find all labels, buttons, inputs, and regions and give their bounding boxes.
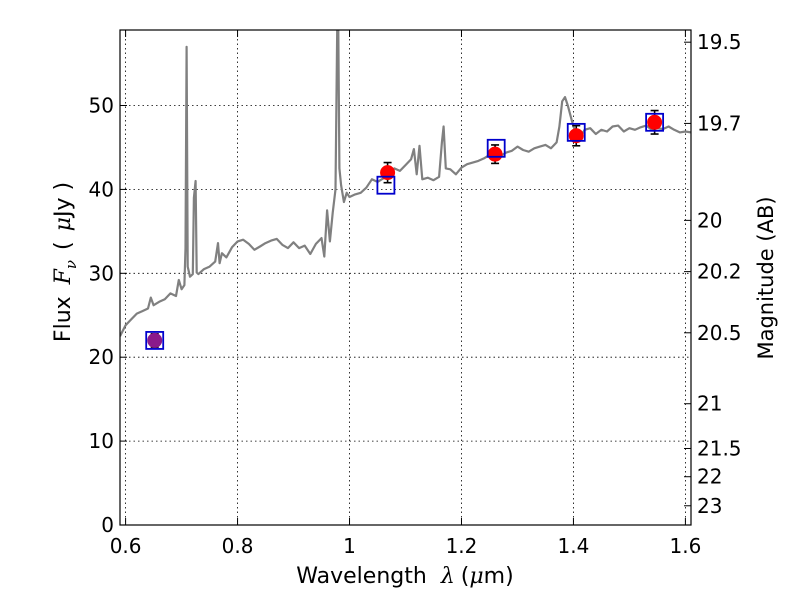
y-axis-label-unit-open: ( (51, 241, 76, 250)
y-axis-label: Flux Fν ( μJy ) (51, 182, 80, 342)
y-tick-label: 10 (89, 429, 114, 453)
y-axis-ticks: 0 10 20 30 40 50 (89, 94, 127, 537)
y2-tick-label: 21.5 (697, 436, 742, 460)
x-axis-ticks: 0.6 0.8 1 1.2 1.4 1.6 (110, 30, 701, 558)
x-axis-label-symbol: λ (440, 564, 455, 589)
y2-tick-label: 19.5 (697, 30, 742, 54)
y2-axis-label: Magnitude (AB) (754, 196, 778, 359)
model-point (645, 112, 665, 132)
y-axis-label-text: Flux (51, 296, 76, 342)
y-tick-label: 40 (89, 177, 114, 201)
plot-frame (119, 29, 692, 526)
y2-tick-label: 20 (697, 208, 722, 232)
y-tick-label: 0 (101, 513, 114, 537)
y2-tick-label: 21 (697, 392, 722, 416)
spectrum-line (120, 30, 691, 337)
model-point (566, 122, 586, 142)
model-points (145, 112, 665, 350)
observed-point (568, 128, 584, 144)
observed-point (487, 146, 503, 162)
y-axis-label-subscript: ν (62, 260, 80, 269)
y-tick-label: 30 (89, 261, 114, 285)
y2-tick-label: 20.5 (697, 321, 742, 345)
y-axis-label-unit-rest: Jy ) (51, 182, 76, 219)
x-axis-label-text: Wavelength (296, 564, 427, 589)
x-axis-label-unit-open: ( (461, 564, 470, 589)
y-tick-label: 50 (89, 94, 114, 118)
x-tick-label: 1.6 (669, 534, 701, 558)
x-tick-label: 0.6 (110, 534, 142, 558)
x-axis-label-unit-mu: μ (469, 564, 483, 589)
observed-point (380, 165, 396, 181)
model-point (376, 175, 396, 195)
y2-tick-label: 20.2 (697, 260, 742, 284)
y2-tick-label: 19.7 (697, 111, 742, 135)
x-tick-label: 1 (343, 534, 356, 558)
model-point (486, 138, 506, 158)
x-tick-label: 1.2 (446, 534, 478, 558)
observed-point (647, 114, 663, 130)
x-axis-label-unit-rest: m) (484, 564, 514, 589)
y-axis-label-symbol: F (51, 268, 76, 285)
observed-point (147, 332, 163, 348)
y2-tick-label: 23 (697, 494, 722, 518)
y2-axis-ticks: 19.5 19.7 20 20.2 20.5 21 21.5 22 23 (684, 30, 742, 518)
y-axis-label-unit-mu: μ (51, 217, 76, 231)
y2-tick-label: 22 (697, 465, 722, 489)
plot-area-background (120, 30, 691, 525)
x-axis-label: Wavelength λ (μm) (296, 564, 513, 589)
x-tick-label: 0.8 (222, 534, 254, 558)
model-point (145, 331, 165, 350)
x-tick-label: 1.4 (558, 534, 590, 558)
y-tick-label: 20 (89, 345, 114, 369)
